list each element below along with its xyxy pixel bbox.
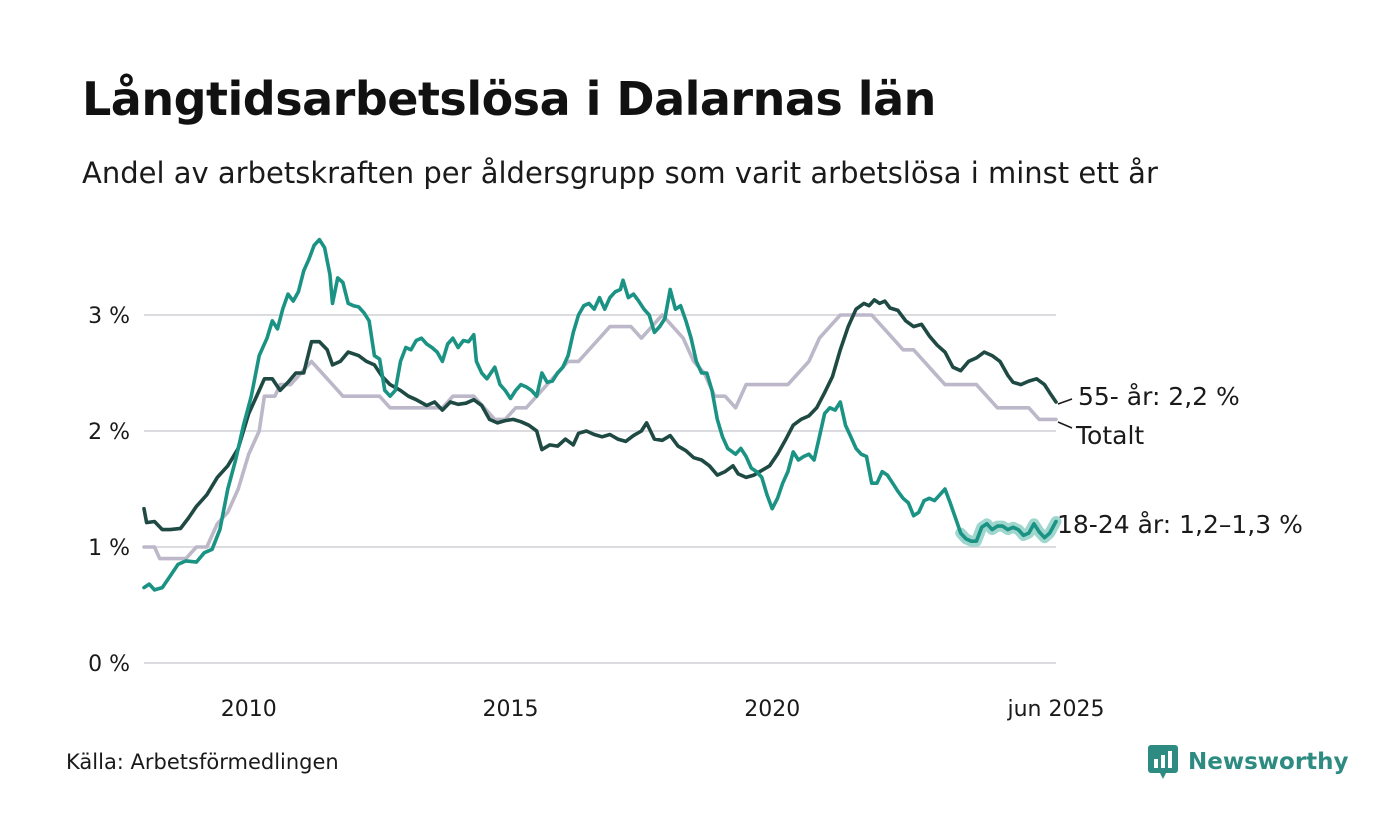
source-note: Källa: Arbetsförmedlingen <box>66 750 339 774</box>
x-tick-label: 2020 <box>744 697 800 722</box>
series-age1824-line <box>142 237 1058 592</box>
series-age1824-uncertainty-band <box>955 516 1062 547</box>
end-label-totalt: Totalt <box>1075 421 1144 450</box>
series-lines <box>142 237 1062 592</box>
y-tick-label: 2 % <box>88 420 130 445</box>
end-label-leader-totalt <box>1057 421 1073 429</box>
y-tick-label: 0 % <box>88 652 130 677</box>
brand-logo[interactable]: Newsworthy <box>1148 744 1349 780</box>
gridlines <box>144 314 1056 664</box>
y-tick-label: 3 % <box>88 304 130 329</box>
newsworthy-logo-icon <box>1148 745 1178 779</box>
x-tick-label: jun 2025 <box>1007 697 1105 722</box>
end-label-age55: 55- år: 2,2 % <box>1078 382 1240 411</box>
series-totalt-line <box>142 313 1058 561</box>
x-tick-label: 2010 <box>221 697 277 722</box>
end-label-age1824: 18-24 år: 1,2–1,3 % <box>1057 510 1303 539</box>
chart-title: Långtidsarbetslösa i Dalarnas län <box>82 72 936 126</box>
line-chart: 0 % 1 % 2 % 3 % 2010 2015 2020 jun 2025 Totalt… <box>88 237 1303 722</box>
x-tick-label: 2015 <box>482 697 538 722</box>
brand-name: Newsworthy <box>1188 749 1349 775</box>
x-axis-ticks: 2010 2015 2020 jun 2025 <box>221 697 1105 722</box>
series-end-labels: Totalt 55- år: 2,2 % 18-24 år: 1,2–1,3 % <box>1057 382 1303 539</box>
end-label-leader-age55 <box>1057 398 1073 405</box>
chart-subtitle: Andel av arbetskraften per åldersgrupp s… <box>82 156 1158 190</box>
y-axis-ticks: 0 % 1 % 2 % 3 % <box>88 304 130 677</box>
y-tick-label: 1 % <box>88 536 130 561</box>
series-age55-line <box>142 298 1058 532</box>
